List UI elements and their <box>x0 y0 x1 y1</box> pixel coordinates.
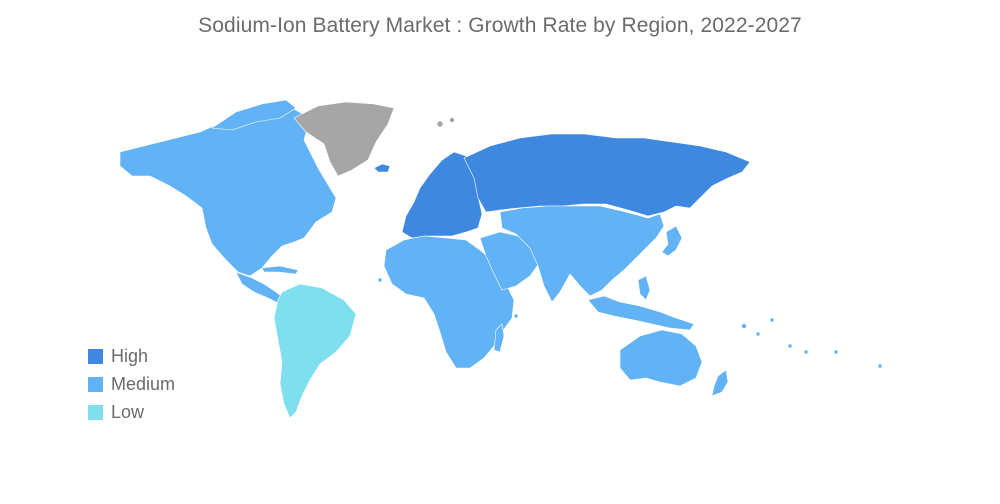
island <box>769 317 775 323</box>
region-middle-east <box>479 231 541 291</box>
region-philippines <box>637 275 651 301</box>
region-greenland <box>293 101 395 177</box>
legend-item-medium: Medium <box>88 370 175 398</box>
island <box>755 331 761 337</box>
legend-swatch-high <box>88 348 103 364</box>
island <box>787 343 793 349</box>
island <box>377 277 383 283</box>
legend-swatch-medium <box>88 376 103 392</box>
island <box>803 349 809 355</box>
legend-label-low: Low <box>111 401 145 422</box>
island <box>513 313 519 319</box>
legend-item-low: Low <box>88 398 175 426</box>
island <box>449 117 455 123</box>
region-southeast-asia <box>587 295 695 331</box>
island <box>877 363 883 369</box>
legend-item-high: High <box>88 342 175 370</box>
region-north-america <box>119 107 337 277</box>
chart-title: Sodium-Ion Battery Market : Growth Rate … <box>198 14 802 37</box>
pacific-islands <box>377 117 883 369</box>
legend-swatch-low <box>88 404 103 420</box>
region-canada-islands <box>211 99 297 131</box>
region-asia <box>499 205 665 303</box>
region-new-zealand <box>711 369 729 397</box>
legend: High Medium Low <box>88 342 175 426</box>
region-africa <box>383 235 515 369</box>
region-australia <box>619 329 703 387</box>
region-japan <box>661 225 683 257</box>
region-iceland <box>373 163 391 173</box>
island <box>436 120 444 128</box>
region-russia <box>463 133 751 217</box>
region-south-america <box>273 283 357 419</box>
legend-label-high: High <box>111 345 149 366</box>
legend-label-medium: Medium <box>111 373 176 394</box>
island <box>833 349 839 355</box>
region-madagascar <box>493 323 505 353</box>
region-caribbean <box>261 265 299 275</box>
island <box>741 323 747 329</box>
